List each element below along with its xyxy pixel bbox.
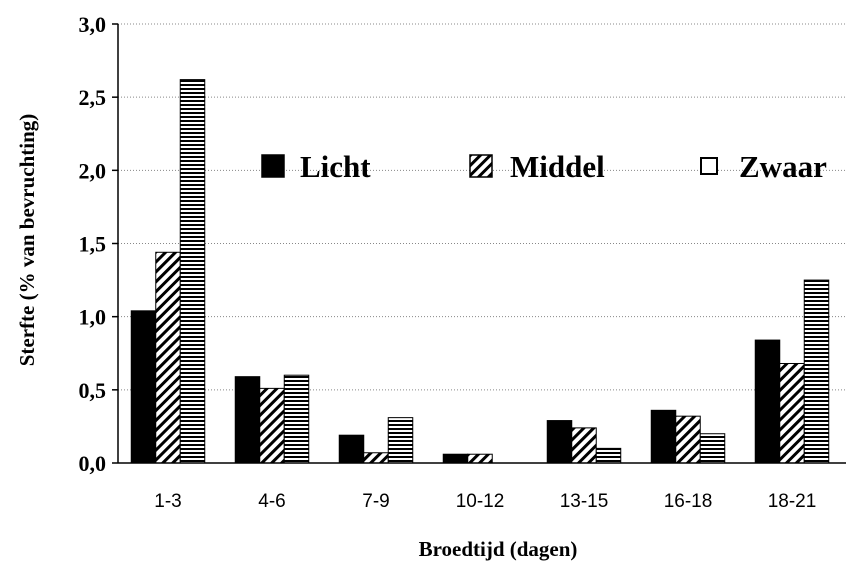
bar-licht [650,409,677,464]
legend: Licht Middel Zwaar [261,149,827,184]
bar-middel [155,251,181,464]
bar-licht [546,420,573,464]
x-tick-label: 4-6 [258,491,285,512]
y-axis-ticks: 0,0 0,5 1,0 1,5 2,0 2,5 3,0 [79,12,118,476]
bar-licht [338,434,365,464]
bar-zwaar [283,374,310,464]
y-tick-label: 1,0 [79,305,107,330]
legend-label: Zwaar [739,149,827,184]
bar-zwaar [699,433,726,464]
legend-item-licht: Licht [261,149,371,184]
x-axis-ticks: 1-3 4-6 7-9 10-12 13-15 16-18 18-21 [154,491,816,512]
bar-licht [754,339,781,464]
y-tick-label: 1,5 [79,232,107,257]
bar-middel [675,415,701,464]
legend-item-zwaar: Zwaar [700,149,827,184]
legend-swatch [469,154,493,178]
bar-zwaar [595,447,622,464]
x-tick-label: 18-21 [768,491,817,512]
bar-licht [442,453,469,464]
legend-swatch [700,157,718,175]
x-tick-label: 16-18 [664,491,713,512]
x-axis-title: Broedtijd (dagen) [419,537,578,561]
bars [130,79,830,464]
bar-licht [234,376,261,464]
y-tick-label: 2,5 [79,85,107,110]
bar-zwaar [803,279,830,464]
gridlines [118,23,846,391]
bar-middel [571,427,597,464]
bar-licht [130,310,157,464]
y-tick-label: 0,0 [79,451,107,476]
bar-middel [259,387,285,464]
x-tick-label: 10-12 [456,491,505,512]
bar-middel [363,452,389,464]
legend-label: Licht [300,149,371,184]
legend-label: Middel [510,149,605,184]
bar-zwaar [179,79,206,464]
x-tick-label: 13-15 [560,491,609,512]
legend-swatch [261,154,285,178]
bar-zwaar [387,417,414,464]
bar-middel [779,362,805,464]
x-tick-label: 7-9 [362,491,389,512]
bar-middel [467,453,493,464]
y-tick-label: 2,0 [79,158,107,183]
y-tick-label: 0,5 [79,378,107,403]
x-tick-label: 1-3 [154,491,181,512]
legend-item-middel: Middel [469,149,605,184]
y-axis-title: Sterfte (% van bevruchting) [15,114,39,367]
y-tick-label: 3,0 [79,12,107,37]
